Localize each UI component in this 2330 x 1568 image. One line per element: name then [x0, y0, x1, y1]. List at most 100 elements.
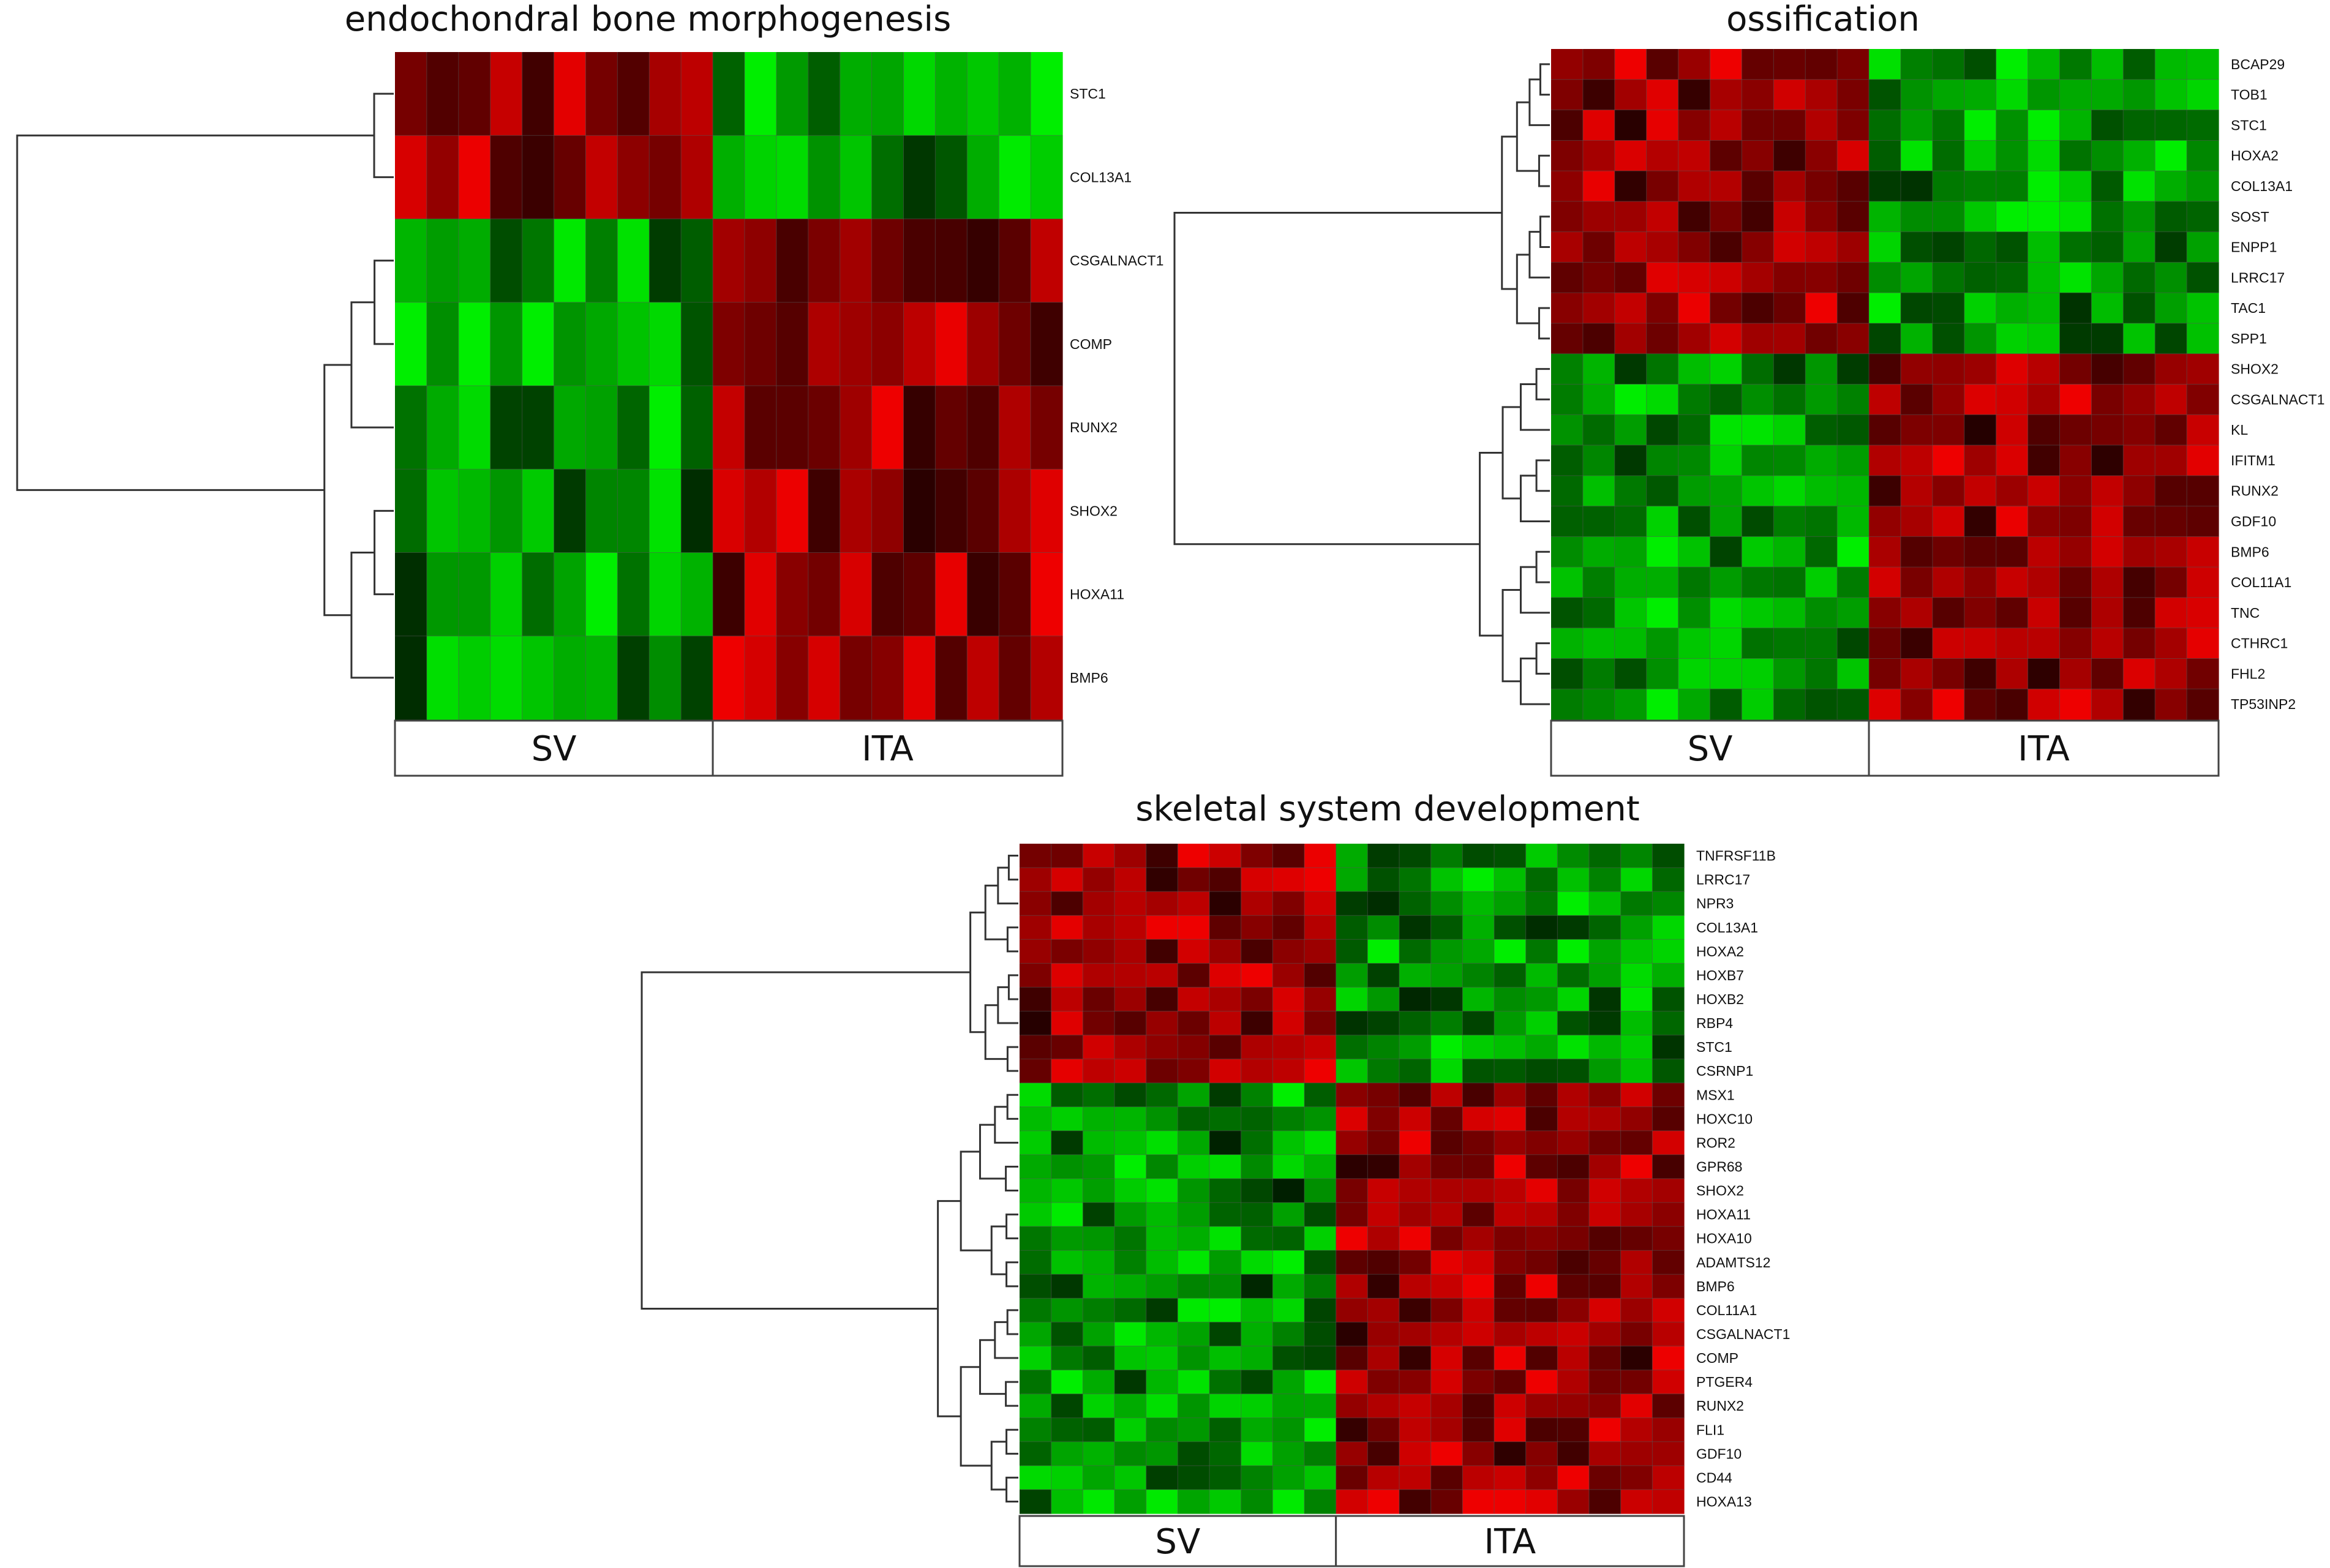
heatmap-cell — [1557, 1322, 1590, 1347]
heatmap-cell — [1652, 1106, 1685, 1131]
heatmap-cell — [1652, 1059, 1685, 1084]
heatmap-cell — [1652, 1179, 1685, 1203]
heatmap-cell — [1710, 658, 1743, 689]
heatmap-cell — [1589, 1130, 1622, 1155]
heatmap-cell — [1837, 79, 1870, 111]
heatmap-cell — [1430, 1441, 1463, 1466]
panel-title: skeletal system development — [1135, 789, 1639, 829]
heatmap-cell — [1589, 1011, 1622, 1036]
row-label: STC1 — [2231, 117, 2267, 133]
heatmap-cell — [1494, 1441, 1527, 1466]
panel-title: ossification — [1726, 0, 1920, 39]
heatmap-cell — [1367, 844, 1400, 868]
heatmap-cell — [1209, 1465, 1242, 1490]
heatmap-cell — [840, 469, 873, 553]
heatmap-cell — [1430, 987, 1463, 1012]
heatmap-cell — [649, 386, 682, 470]
heatmap-cell — [2187, 475, 2219, 507]
heatmap-cell — [1051, 1059, 1083, 1084]
heatmap-cell — [1241, 1154, 1273, 1179]
heatmap-cell — [2059, 384, 2092, 415]
heatmap-cell — [1557, 844, 1590, 868]
heatmap-cell — [1710, 689, 1743, 720]
row-label: FLI1 — [1696, 1422, 1724, 1438]
heatmap-cell — [1837, 506, 1870, 537]
heatmap-cell — [1805, 658, 1838, 689]
heatmap-cell — [1051, 1011, 1083, 1036]
heatmap-cell — [1336, 868, 1368, 892]
heatmap-cell — [1551, 536, 1584, 568]
heatmap-cell — [2059, 79, 2092, 111]
heatmap-cell — [1557, 1250, 1590, 1275]
heatmap-cell — [1083, 987, 1115, 1012]
heatmap-cell — [1031, 469, 1063, 553]
heatmap-cell — [2027, 597, 2061, 629]
heatmap-cell — [935, 135, 968, 220]
heatmap-cell — [1462, 1370, 1495, 1395]
heatmap-cell — [1525, 1489, 1558, 1514]
heatmap-cell — [1020, 939, 1052, 964]
heatmap-cell — [871, 636, 904, 720]
row-label: IFITM1 — [2231, 452, 2276, 468]
heatmap-cell — [1178, 1298, 1210, 1323]
heatmap-cell — [1430, 963, 1463, 988]
heatmap-cell — [1589, 844, 1622, 868]
heatmap-cell — [1114, 844, 1147, 868]
heatmap-cell — [1557, 1465, 1590, 1490]
heatmap-cell — [1430, 1035, 1463, 1060]
heatmap-cell — [458, 219, 491, 303]
heatmap-cell — [1678, 506, 1711, 537]
heatmap-cell — [1551, 445, 1584, 476]
heatmap-cell — [1773, 506, 1806, 537]
heatmap-cell — [1932, 567, 1965, 598]
heatmap-cell — [2123, 628, 2155, 659]
heatmap-cell — [1178, 1417, 1210, 1442]
heatmap-cell — [1083, 915, 1115, 940]
heatmap-cell — [490, 469, 523, 553]
heatmap-cell — [1557, 1441, 1590, 1466]
heatmap-cell — [903, 302, 936, 386]
heatmap-cell — [1646, 353, 1679, 385]
heatmap-cell — [1083, 1059, 1115, 1084]
heatmap-cell — [554, 219, 587, 303]
heatmap-cell — [2187, 231, 2219, 263]
heatmap-cell — [2091, 536, 2124, 568]
heatmap-cell — [1589, 1106, 1622, 1131]
heatmap-cell — [1083, 1298, 1115, 1323]
heatmap-cell — [1900, 323, 1933, 354]
heatmap-cell — [1241, 1322, 1273, 1347]
heatmap-cell — [1462, 1035, 1495, 1060]
heatmap-cell — [1430, 939, 1463, 964]
heatmap-cell — [1051, 1226, 1083, 1251]
heatmap-cell — [1646, 262, 1679, 293]
heatmap-cell — [744, 636, 777, 720]
heatmap-cell — [1996, 262, 2029, 293]
heatmap-cell — [1178, 1441, 1210, 1466]
heatmap-cell — [1114, 868, 1147, 892]
row-label: HOXA2 — [1696, 943, 1744, 959]
heatmap-cell — [1146, 1035, 1178, 1060]
heatmap-cell — [426, 469, 459, 553]
heatmap-cell — [1020, 1298, 1052, 1323]
row-label: RBP4 — [1696, 1015, 1733, 1031]
heatmap-cell — [1462, 987, 1495, 1012]
heatmap-cell — [935, 552, 968, 637]
heatmap-cell — [2187, 628, 2219, 659]
heatmap-cell — [1582, 384, 1615, 415]
heatmap-cell — [903, 386, 936, 470]
heatmap-cell — [1399, 1226, 1432, 1251]
heatmap-cell — [1031, 219, 1063, 303]
heatmap-cell — [1525, 891, 1558, 916]
heatmap-cell — [585, 219, 618, 303]
grid-lines — [1551, 49, 2219, 719]
heatmap-cell — [1367, 1274, 1400, 1299]
heatmap-cell — [1646, 415, 1679, 446]
heatmap-cell — [2187, 201, 2219, 233]
heatmap-cell — [1614, 231, 1647, 263]
heatmap-cell — [1272, 1154, 1305, 1179]
heatmap-cell — [1241, 1370, 1273, 1395]
heatmap-cell — [1146, 1082, 1178, 1108]
heatmap-cell — [1399, 963, 1432, 988]
heatmap-cell — [2155, 49, 2187, 80]
heatmap-cell — [1964, 231, 1997, 263]
